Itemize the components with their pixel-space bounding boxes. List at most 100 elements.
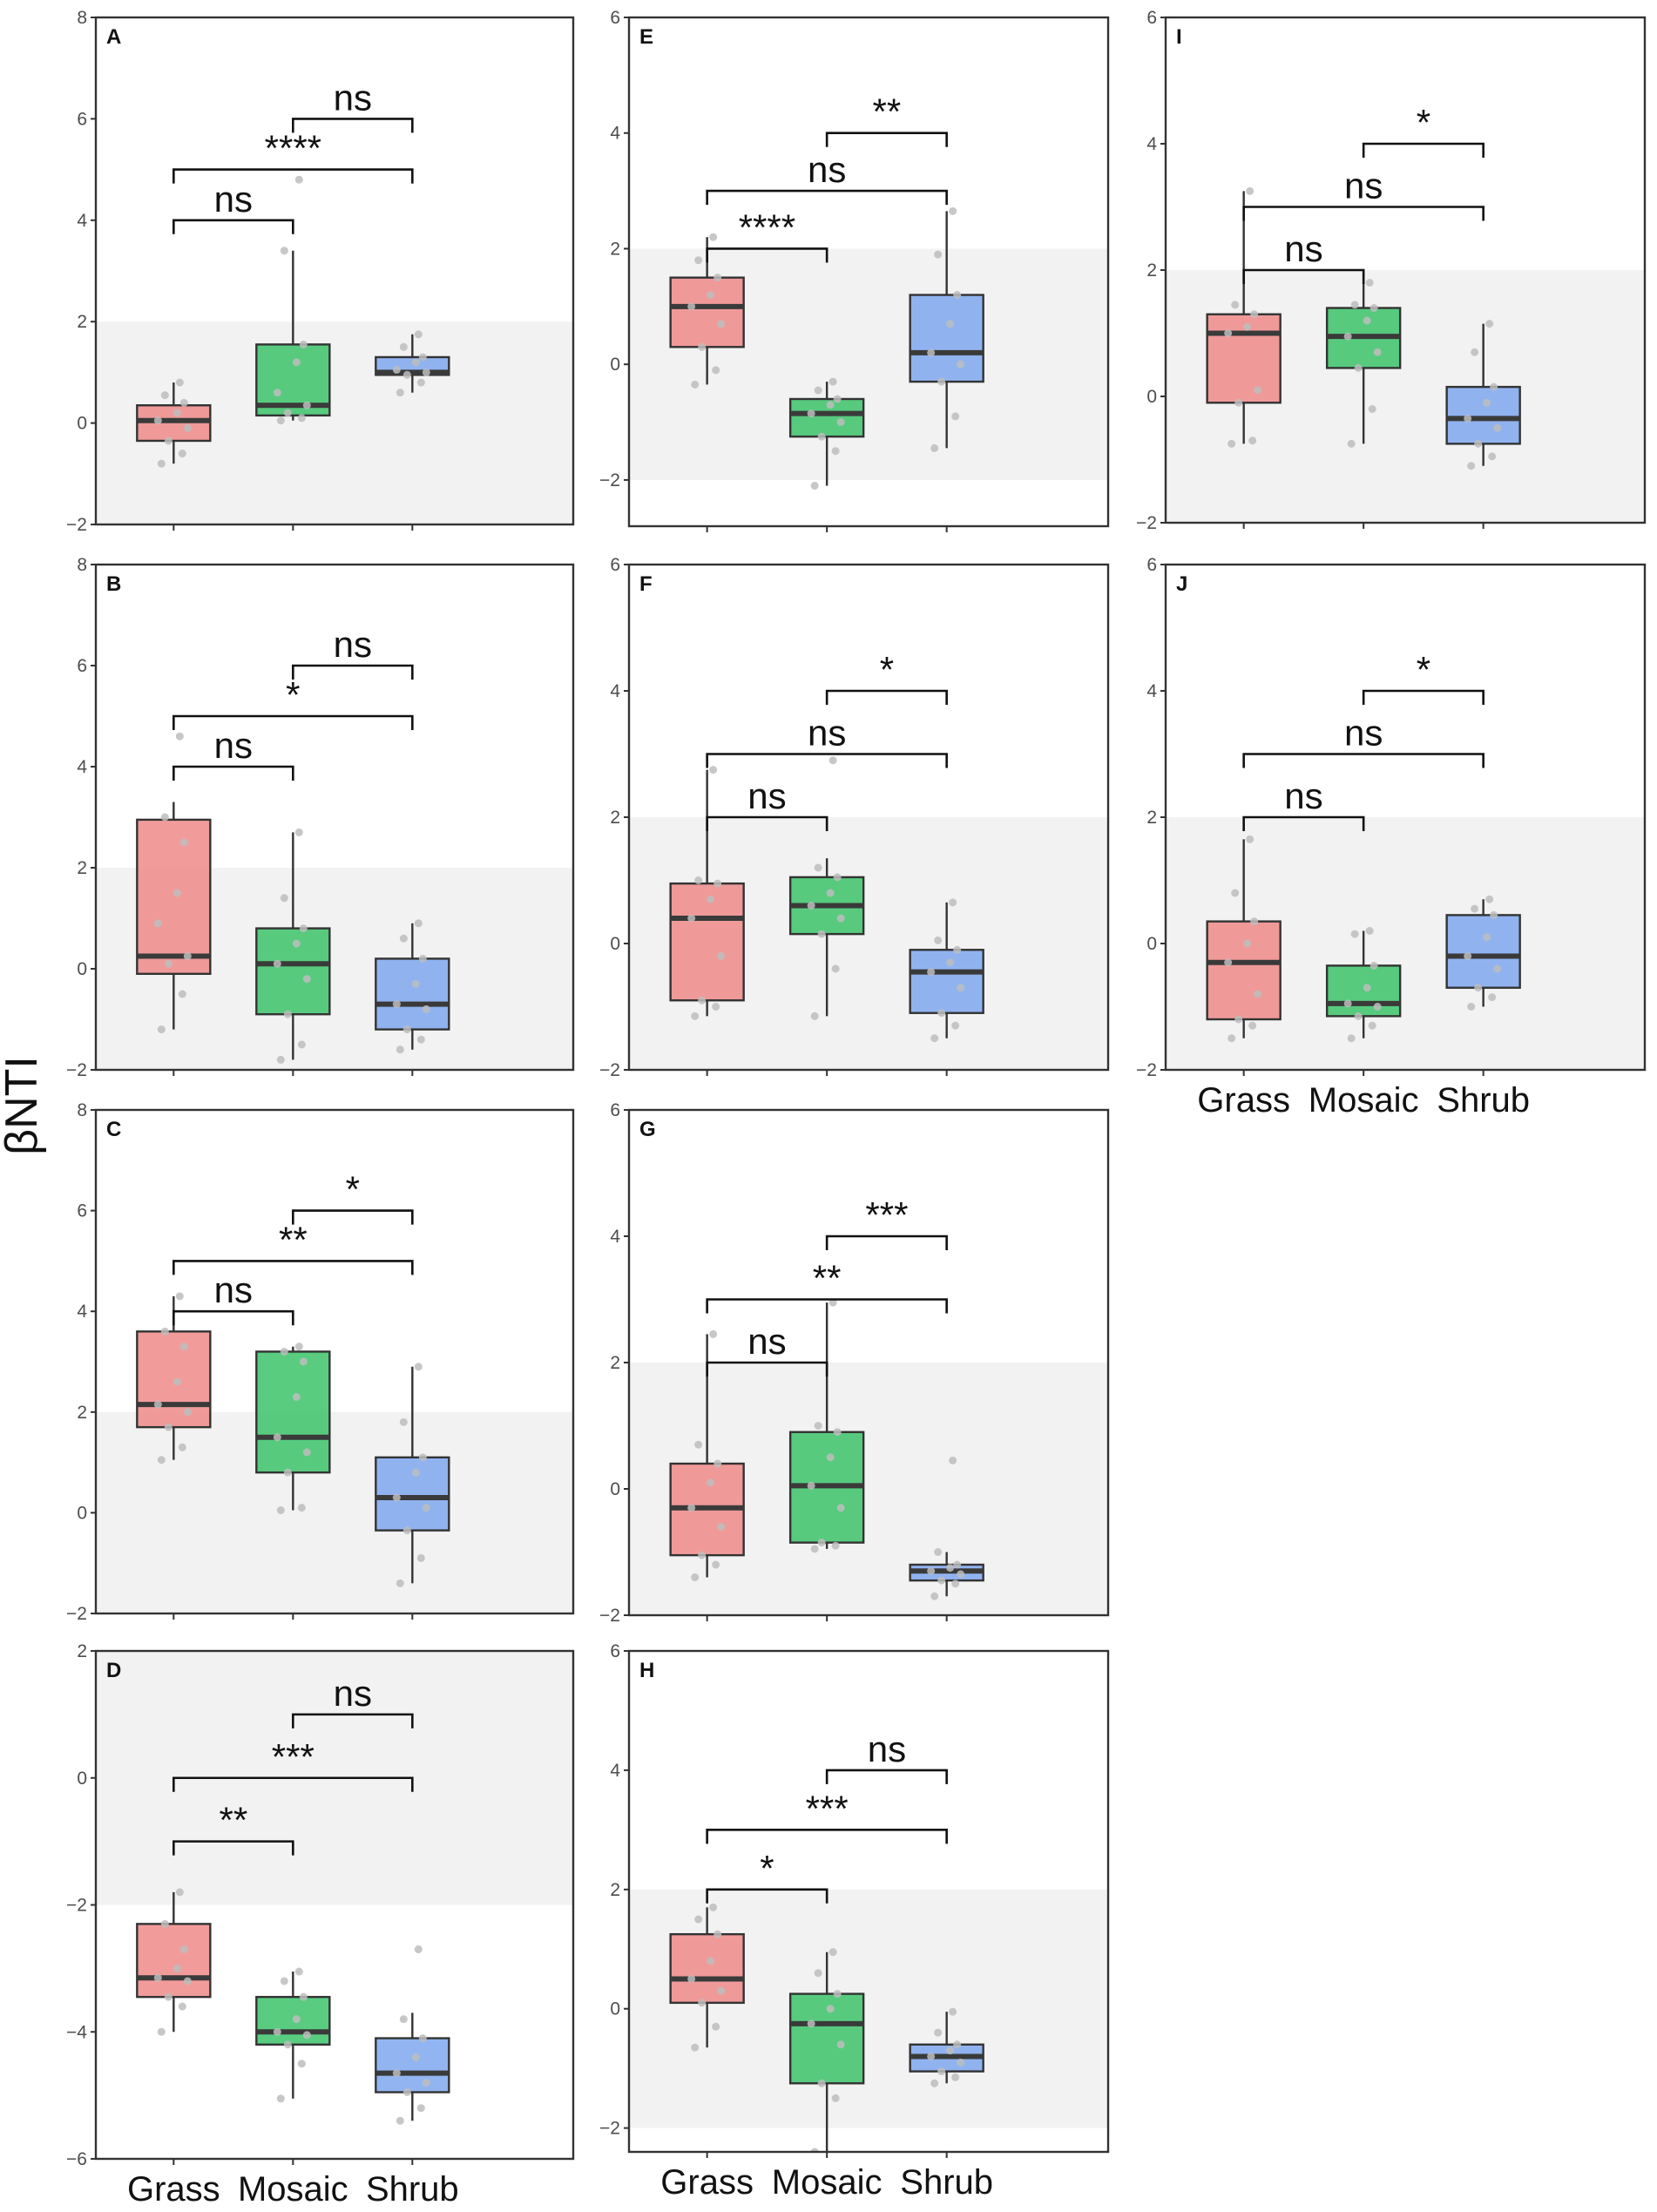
data-point [160, 1327, 169, 1336]
data-point [164, 1992, 172, 2001]
panel-frame [94, 563, 575, 1072]
y-tick-label: 0 [610, 934, 620, 954]
data-point [414, 1945, 423, 1954]
data-point [183, 1977, 192, 1985]
significance-label: * [880, 649, 894, 690]
data-point [694, 1440, 703, 1449]
data-point [934, 936, 943, 944]
data-point [418, 353, 427, 362]
y-tick-label: 2 [77, 858, 87, 878]
significance-bracket [706, 1298, 948, 1314]
y-tick-label: −6 [66, 2149, 87, 2169]
data-point [953, 1560, 962, 1569]
data-point [280, 247, 288, 255]
data-point [292, 939, 301, 948]
data-point [175, 1292, 184, 1301]
data-point [1350, 301, 1359, 309]
data-point [714, 274, 722, 282]
data-point [717, 320, 726, 328]
data-point [828, 1948, 837, 1957]
y-tick-label: 6 [1146, 555, 1157, 575]
data-point [172, 409, 181, 417]
x-label-shrub: Shrub [366, 2170, 459, 2209]
x-label-shrub: Shrub [900, 2163, 993, 2202]
significance-bracket [1242, 753, 1485, 768]
y-tick-label: 0 [77, 959, 87, 979]
data-point [717, 1523, 726, 1531]
panel-plot-area [1206, 835, 1521, 1043]
y-tick-label: 2 [77, 1641, 87, 1661]
data-point [392, 2069, 401, 2078]
data-point [946, 2046, 955, 2055]
data-point [1248, 1021, 1257, 1030]
y-tick-label: 4 [610, 1761, 620, 1781]
data-point [709, 1903, 718, 1911]
data-point [691, 2043, 700, 2052]
y-tick-label: 2 [77, 1403, 87, 1423]
data-point [283, 409, 292, 417]
data-point [810, 1011, 819, 1020]
data-point [1368, 405, 1376, 413]
significance-label: ns [808, 149, 846, 190]
data-point [714, 1459, 722, 1468]
significance-label: ns [868, 1728, 906, 1769]
box-mosaic [1325, 964, 1402, 1018]
significance-bracket [172, 168, 414, 184]
y-tick-label: 0 [610, 355, 620, 375]
significance-bracket [1242, 206, 1485, 221]
significance-label: ** [219, 1800, 247, 1841]
data-point [1343, 332, 1352, 341]
data-point [276, 416, 285, 425]
box-grass [136, 1923, 212, 1999]
data-point [698, 342, 707, 351]
panel-letter: E [639, 25, 653, 49]
data-point [157, 2027, 166, 2036]
data-point [1228, 1034, 1236, 1043]
data-point [1368, 1021, 1376, 1030]
box-shrub [1445, 385, 1521, 445]
box-grass [669, 882, 745, 1002]
significance-bracket [172, 765, 294, 781]
data-point [396, 1045, 404, 1054]
reference-band [629, 1889, 1108, 2128]
box-shrub [909, 294, 984, 383]
data-point [949, 2007, 957, 2016]
data-point [416, 1553, 425, 1562]
y-tick-label: −2 [599, 1060, 620, 1080]
panel-letter: J [1176, 572, 1187, 596]
x-label-mosaic: Mosaic [772, 2163, 883, 2202]
data-point [1483, 398, 1491, 407]
data-point [1370, 304, 1378, 312]
data-point [826, 401, 835, 409]
data-point [1365, 279, 1374, 287]
panel-letter: I [1176, 25, 1182, 49]
panel-plot-area [136, 175, 450, 468]
data-point [292, 358, 301, 367]
significance-label: ns [1344, 713, 1383, 754]
data-point [694, 876, 703, 884]
panel-frame [627, 16, 1110, 528]
significance-bracket [706, 753, 948, 768]
box-shrub [1445, 914, 1521, 989]
data-point [164, 436, 172, 445]
significance-label: * [760, 1848, 774, 1889]
y-tick-label: 6 [610, 1100, 620, 1120]
significance-label: * [346, 1169, 360, 1210]
data-point [1248, 436, 1257, 445]
data-point [273, 2027, 281, 2036]
box-shrub [375, 1456, 450, 1532]
data-point [937, 2067, 946, 2076]
data-point [1254, 386, 1262, 395]
panel-letter: A [106, 25, 121, 49]
data-point [1350, 930, 1359, 938]
data-point [402, 1526, 411, 1535]
significance-bracket [292, 118, 414, 133]
data-point [418, 1453, 427, 1462]
data-point [280, 1977, 288, 1985]
data-point [179, 398, 188, 407]
data-point [949, 898, 957, 907]
reference-band [96, 1411, 573, 1613]
data-point [294, 1967, 303, 1976]
data-point [691, 1011, 700, 1020]
